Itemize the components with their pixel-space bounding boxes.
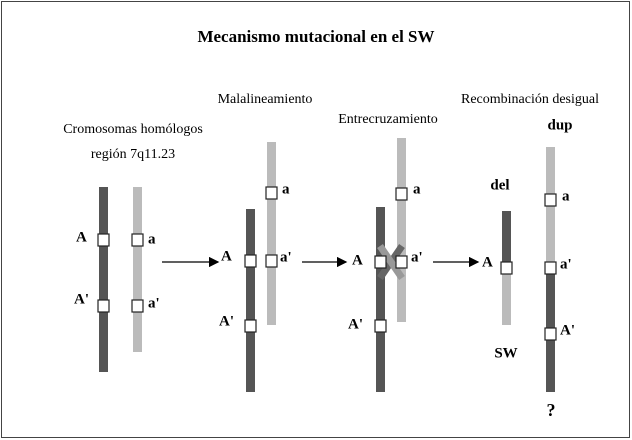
dup-label: dup [547,117,572,133]
chromosome [267,142,276,325]
stage-label: Malalineamiento [218,92,313,107]
stage-label: Entrecruzamiento [338,112,438,127]
marker [265,254,278,268]
chromosome [246,209,255,392]
marker [265,186,278,200]
marker [500,261,513,275]
question-mark: ? [547,400,556,420]
crossover [377,244,405,280]
stage-label: Recombinación desigual [461,92,599,107]
marker-label: a' [280,249,292,265]
title: Mecanismo mutacional en el SW [197,27,434,46]
syndrome-label: SW [494,345,517,361]
marker-label: A' [348,316,363,332]
marker-label: A [221,248,232,264]
marker [395,187,408,201]
marker-label: A [482,254,493,270]
marker-label: A [352,252,363,268]
marker [374,255,387,269]
marker [97,233,110,247]
marker [374,319,387,333]
marker-label: a [148,231,156,247]
marker [395,255,408,269]
stage-label: Cromosomas homólogos [63,122,203,137]
marker-label: a [282,181,290,197]
chromosome [502,211,511,266]
marker [97,299,110,313]
marker-label: A' [219,313,234,329]
marker-label: a' [148,295,160,311]
marker-label: a [562,188,570,204]
marker-label: A' [560,322,575,338]
marker-label: A [76,229,87,245]
marker [544,261,557,275]
del-label: del [490,177,509,193]
marker-label: a [413,181,421,197]
marker [244,254,257,268]
marker [544,327,557,341]
marker [244,319,257,333]
marker-label: A' [74,291,89,307]
marker [544,193,557,207]
stage-label: región 7q11.23 [91,147,175,162]
chromosome [397,138,406,322]
marker [131,299,144,313]
chromosome [376,207,385,392]
chromosome [133,187,142,352]
marker [131,233,144,247]
chromosome [99,187,108,372]
marker-label: a' [411,249,423,265]
chromosome [502,266,511,325]
marker-label: a' [560,256,572,272]
